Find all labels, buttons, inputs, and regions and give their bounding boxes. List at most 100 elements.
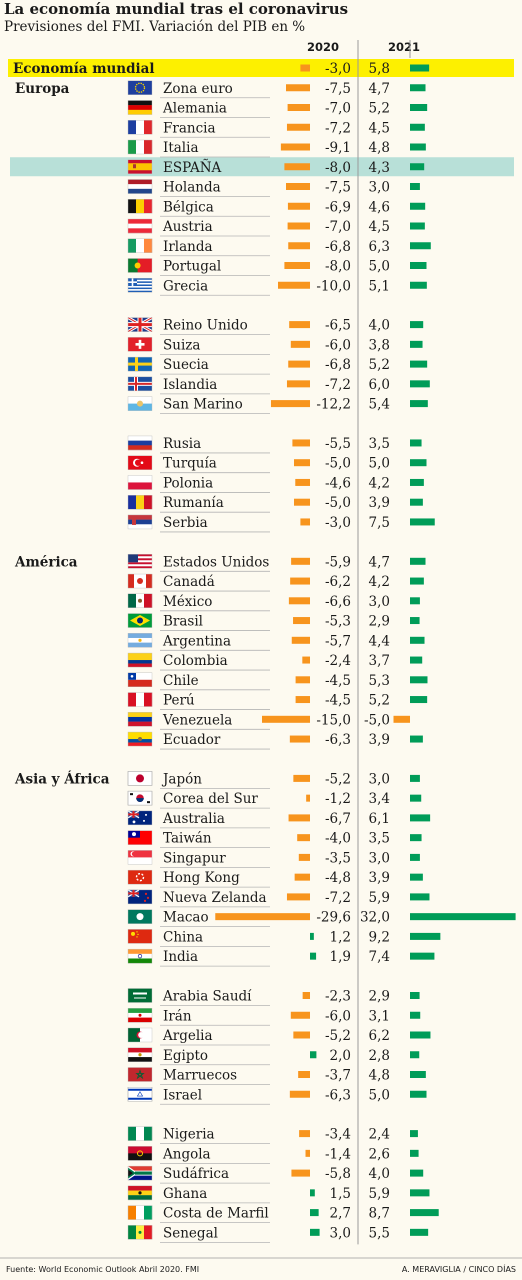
country-label: Arabia Saudí <box>162 989 252 1005</box>
value-2021-label: 3,0 <box>369 850 390 866</box>
bar-2021 <box>410 340 423 348</box>
value-2020-label: -6,3 <box>325 732 351 748</box>
row-peru: Perú -4,5 5,2 <box>127 692 428 710</box>
row-estados-unidos: América Estados Unidos -5,9 4,7 <box>14 554 426 572</box>
flag-ve-icon <box>127 712 153 727</box>
credit-note: A. MERAVIGLIA / CINCO DÍAS <box>401 1265 516 1274</box>
bar-2020 <box>310 952 317 960</box>
flag-nl-icon <box>127 179 153 194</box>
bar-2021 <box>410 321 424 329</box>
bar-2021 <box>410 64 430 72</box>
value-2020-label: 1,2 <box>330 929 351 945</box>
value-2021-label: 3,1 <box>369 1008 390 1024</box>
country-label: Venezuela <box>162 712 232 728</box>
value-2020-label: -4,0 <box>325 831 351 847</box>
bar-2020 <box>286 84 310 92</box>
flag-cn-icon <box>127 929 153 944</box>
country-label: Rumanía <box>163 495 224 511</box>
value-2021-label: 5,1 <box>369 278 390 294</box>
value-2020-label: 2,0 <box>330 1048 351 1064</box>
row-venezuela: Venezuela -15,0 -5,0 <box>127 712 410 730</box>
flag-ca-icon <box>127 573 153 589</box>
value-2021-label: 5,0 <box>369 259 390 275</box>
bar-2020 <box>306 794 310 802</box>
value-2021-label: 5,3 <box>369 673 390 689</box>
row-chile: Chile -4,5 5,3 <box>127 672 428 691</box>
country-label: Bélgica <box>163 199 214 215</box>
bar-2021 <box>410 143 426 151</box>
bar-2021 <box>410 913 516 921</box>
bar-2020 <box>284 163 310 171</box>
flag-eu-icon <box>127 80 153 95</box>
country-label: ESPAÑA <box>163 160 222 176</box>
value-2020-label: -5,2 <box>325 771 351 787</box>
bar-2020 <box>291 636 310 644</box>
bar-2020 <box>310 1189 315 1197</box>
bar-2020 <box>298 1071 310 1078</box>
flag-in-icon <box>127 948 153 964</box>
bar-2021 <box>410 794 422 802</box>
country-label: Islandia <box>163 377 217 393</box>
row-israel: Israel -6,3 5,0 <box>127 1087 427 1105</box>
flag-br-icon <box>127 613 153 628</box>
flag-ru-icon <box>127 435 153 451</box>
flag-fr-icon <box>127 120 153 135</box>
flag-kr-icon <box>127 790 153 806</box>
country-label: Suecia <box>163 357 209 373</box>
flag-ar-icon <box>127 633 153 648</box>
value-2020-label: -6,6 <box>325 594 351 610</box>
flag-sn-icon <box>127 1225 153 1240</box>
row-marruecos: Marruecos -3,7 4,8 <box>127 1067 426 1085</box>
flag-hk-icon <box>127 869 153 885</box>
row-canada: Canadá -6,2 4,2 <box>127 573 424 592</box>
value-2020-label: -6,3 <box>325 1087 351 1103</box>
row-sudafrica: Sudáfrica -5,8 4,0 <box>127 1165 424 1184</box>
bar-2020 <box>298 853 310 861</box>
country-label: Corea del Sur <box>163 791 258 807</box>
value-2021-label: 7,4 <box>369 949 390 965</box>
country-label: Australia <box>162 811 225 827</box>
value-2020-label: -4,5 <box>325 693 351 709</box>
bar-2021 <box>410 123 425 131</box>
value-2020-label: -3,7 <box>325 1068 351 1084</box>
value-2020-label: -6,9 <box>325 199 351 215</box>
value-2021-label: 4,7 <box>369 554 390 570</box>
bar-2020 <box>290 577 310 585</box>
bar-2021 <box>410 380 430 388</box>
value-2020-label: -1,4 <box>325 1146 351 1162</box>
bar-2020 <box>310 932 314 940</box>
row-ghana: Ghana 1,5 5,9 <box>127 1185 430 1204</box>
country-label: Argentina <box>162 633 231 649</box>
bar-2021 <box>410 439 422 447</box>
flag-se-icon <box>127 356 153 372</box>
value-2020-label: -9,1 <box>325 140 351 156</box>
value-2020-label: -4,5 <box>325 673 351 689</box>
row-austria: Austria -7,0 4,5 <box>127 218 425 237</box>
bar-2020 <box>294 498 310 506</box>
bar-2020 <box>305 1149 310 1157</box>
value-2021-label: -5,0 <box>364 712 390 728</box>
bar-2020 <box>286 893 310 901</box>
value-2020-label: -7,2 <box>325 120 351 136</box>
flag-tw-icon <box>127 830 153 845</box>
bar-2021 <box>410 1169 424 1177</box>
value-2020-label: -5,3 <box>325 614 351 630</box>
country-label: Turquía <box>163 456 217 472</box>
bar-2021 <box>410 1130 418 1138</box>
row-espana: ESPAÑA -8,0 4,3 <box>127 159 425 176</box>
bar-2020 <box>294 873 310 881</box>
bar-2020 <box>295 696 310 704</box>
value-2020-label: -3,0 <box>325 61 351 77</box>
bar-2020 <box>290 1011 310 1019</box>
bar-2020 <box>289 321 310 329</box>
row-argentina: Argentina -5,7 4,4 <box>127 633 425 651</box>
bar-2020 <box>300 518 310 526</box>
value-2021-label: 4,2 <box>369 574 390 590</box>
country-label: Irlanda <box>163 239 213 255</box>
country-label: Ghana <box>163 1186 207 1202</box>
value-2021-label: 4,8 <box>369 1068 390 1084</box>
flag-pe-icon <box>127 692 153 707</box>
value-2021-label: 3,0 <box>369 594 390 610</box>
bar-2021 <box>410 1051 420 1059</box>
country-label: Portugal <box>163 259 221 275</box>
